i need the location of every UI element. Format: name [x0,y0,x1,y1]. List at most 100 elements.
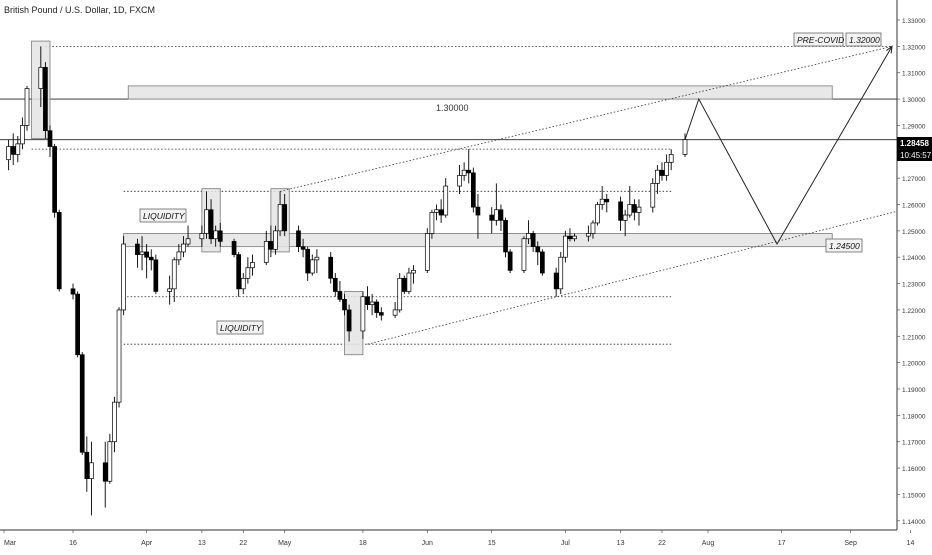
candle-body [374,301,380,313]
price-tick-label: 1.17000 [902,440,926,447]
candle-body [24,88,30,126]
candle-body [176,251,182,261]
candle-body [309,259,315,274]
candle-body [52,146,57,213]
time-tick-label: Apr [141,540,153,547]
time-tick-label: Jul [561,540,570,547]
candle-body [429,212,435,234]
time-tick-label: 13 [617,540,625,547]
candle-body [622,214,628,221]
time-tick-label: May [278,540,292,547]
candle-body [664,161,669,176]
candle-body [273,230,278,250]
last-price-box [897,137,932,149]
candle-body [84,451,90,479]
candle-body [181,243,186,253]
candle-body [406,272,412,292]
countdown-box [897,149,932,161]
projection-path [684,46,893,246]
support-level-box [825,238,863,253]
candle-body [397,277,403,311]
candle-body [167,288,172,292]
candle-body [56,212,62,290]
candle-body [6,146,11,161]
candle-body [102,462,108,482]
candle-body [268,241,274,250]
time-axis[interactable]: Mar 16 Apr 13 22 May 18 Jun 15 Jul 13 22 Aug 17 Sep 14 [0,529,932,550]
time-tick-label: Sep [844,540,857,547]
time-tick-label: 18 [359,540,367,547]
candle-body [43,67,48,132]
candle-body [236,254,242,290]
candle-body [618,201,623,221]
time-tick-label: Mar [4,540,17,547]
price-tick-label: 1.27000 [902,176,926,183]
pre-covid-label-group: PRE-COVID 1.32000 [793,32,882,47]
candle-body [346,309,352,332]
price-tick-label: 1.25000 [902,229,926,236]
candle-body [277,204,283,232]
time-tick-label: 17 [778,540,786,547]
candle-body [20,125,25,145]
candle-body [112,401,117,443]
time-axis-background [0,530,932,550]
resistance-level-label: 1.30000 [436,103,469,113]
candle-body [360,296,366,332]
price-tick-label: 1.14000 [902,519,926,526]
candle-body [521,238,527,271]
candle-body [535,246,541,253]
candle-body [153,259,159,292]
candle-body [493,209,499,221]
candle-body [572,235,577,240]
countdown-value: 10:45:57 [900,151,932,160]
candle-body [250,262,255,269]
candle-body [305,248,311,274]
price-tick-label: 1.16000 [902,466,926,473]
candle-body [300,246,306,250]
candle-body [470,172,476,208]
price-tick-label: 1.32000 [902,44,926,51]
candle-body [507,251,513,271]
candle-body [263,241,269,263]
price-tick-label: 1.20000 [902,361,926,368]
time-tick-label: 22 [239,540,247,547]
price-tick-label: 1.33000 [902,18,926,25]
pre-covid-label-box [793,32,844,47]
candle-body [530,233,536,248]
candle-body [682,139,688,155]
liquidity-lower-label: LIQUIDITY [220,323,263,333]
candle-body [489,214,495,221]
candle-body [217,230,223,242]
candle-body [411,270,416,274]
candle-body [38,67,44,89]
candle-body [204,209,209,234]
liquidity-lower-box [216,320,264,335]
candle-body [434,209,439,213]
time-tick-label: 22 [658,540,666,547]
candle-body [75,293,80,356]
candle-body [121,243,126,311]
candle-body [296,230,301,248]
time-tick-label: Jun [422,540,433,547]
candle-body [668,154,674,163]
candle-body [540,251,545,274]
candle-body [199,233,205,240]
time-tick-label: 15 [488,540,496,547]
candle-body [632,204,637,213]
candle-body [314,256,320,261]
candle-body [401,277,407,292]
candle-body [79,354,85,453]
candle-body [213,230,219,240]
candle-body [231,241,237,255]
candle-body [558,256,564,290]
candle-body [553,272,559,290]
candle-body [282,204,288,232]
liquidity-upper-group: LIQUIDITY [139,208,187,223]
price-axis[interactable]: 1.330001.320001.310001.300001.290001.280… [896,0,932,530]
candle-body [563,235,568,258]
projection-arrowhead [886,45,893,54]
candle-body [332,277,338,292]
